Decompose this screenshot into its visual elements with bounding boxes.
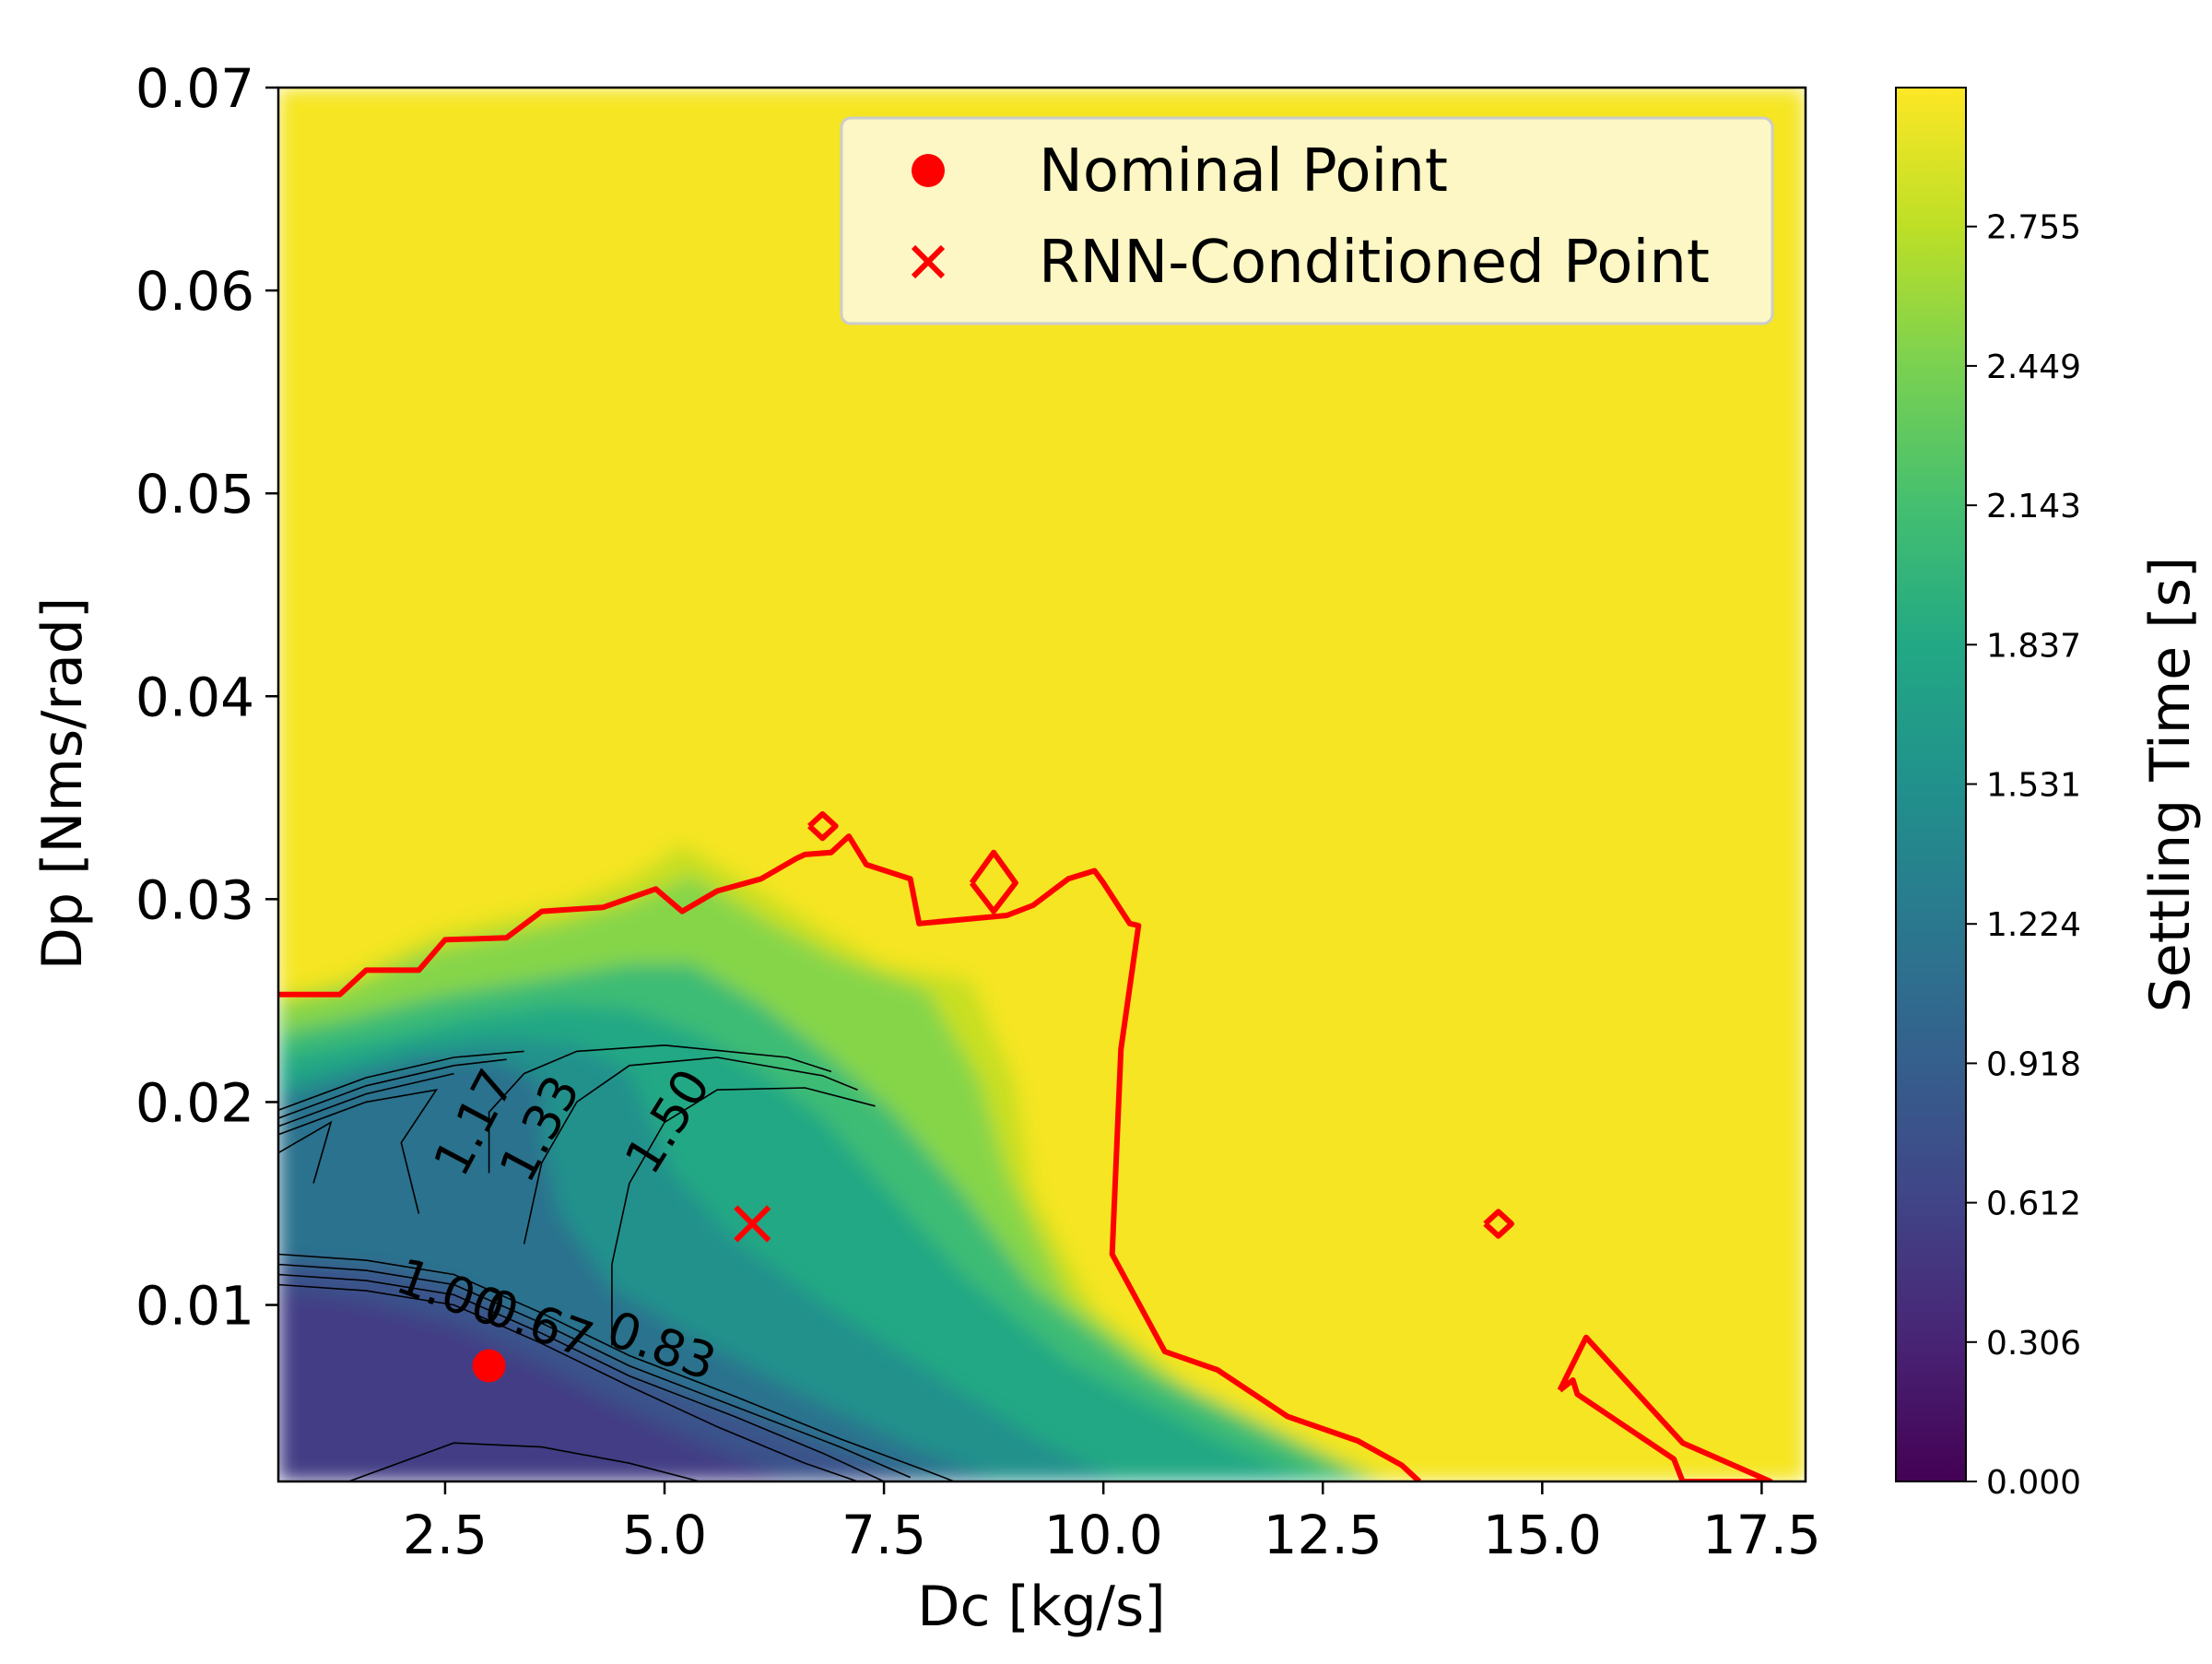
colorbar-tick-label: 0.918 <box>1986 1045 2081 1083</box>
legend-nominal-marker <box>912 154 945 187</box>
colorbar-tick-label: 2.449 <box>1986 348 2081 386</box>
data-markers <box>472 1205 771 1383</box>
boundary-curve-3 <box>1483 1209 1514 1239</box>
legend-box <box>840 116 1774 325</box>
colorbar-label: Settling Time [s] <box>2138 557 2203 1013</box>
legend-rnn-marker <box>911 244 946 279</box>
y-tick-label: 0.07 <box>135 57 254 120</box>
plot-frame <box>276 86 1807 1483</box>
y-tick-label: 0.05 <box>135 463 254 525</box>
contour-line-6 <box>523 1056 858 1245</box>
contour-lines <box>278 1044 955 1481</box>
contour-line-8 <box>278 1253 955 1481</box>
colorbar-tick-label: 0.000 <box>1986 1464 2081 1502</box>
x-tick-label: 5.0 <box>622 1504 707 1566</box>
colorbar-gradient <box>1896 88 1966 1481</box>
contour-line-1 <box>278 1058 507 1119</box>
x-axis-ticks: 2.5 5.0 7.5 10.0 12.5 15.0 17.5 <box>403 1481 1821 1566</box>
filled-contour-regions <box>278 88 1806 1481</box>
x-tick-label: 12.5 <box>1264 1504 1382 1566</box>
contour-line-11 <box>278 1283 858 1481</box>
legend-nominal-label: Nominal Point <box>1039 137 1448 206</box>
legend-rnn-label: RNN-Conditioned Point <box>1039 229 1710 297</box>
contour-line-7 <box>611 1087 876 1346</box>
contour-line-5 <box>488 1044 832 1174</box>
y-tick-label: 0.02 <box>135 1071 254 1134</box>
y-tick-label: 0.03 <box>135 868 254 931</box>
settling-boundary-curves <box>278 810 1773 1481</box>
contour-line-0 <box>278 1050 524 1111</box>
y-tick-label: 0.06 <box>135 260 254 323</box>
contour-line-10 <box>278 1273 885 1481</box>
x-tick-label: 15.0 <box>1483 1504 1602 1566</box>
x-tick-label: 2.5 <box>403 1504 488 1566</box>
y-axis-ticks: 0.01 0.02 0.03 0.04 0.05 0.06 0.07 <box>135 57 278 1338</box>
boundary-curve-4 <box>1557 1334 1773 1481</box>
plot-area <box>278 88 1806 1481</box>
x-tick-label: 17.5 <box>1702 1504 1821 1566</box>
boundary-curve-1 <box>807 810 839 842</box>
contour-line-12 <box>347 1442 700 1481</box>
y-axis-label: Dp [Nms/rad] <box>30 597 95 971</box>
colorbar-tick-label: 0.612 <box>1986 1186 2081 1223</box>
y-tick-label: 0.04 <box>135 666 254 728</box>
contour-line-3 <box>278 1089 439 1214</box>
colorbar-tick-label: 1.531 <box>1986 767 2081 805</box>
x-axis-label: Dc [kg/s] <box>917 1575 1165 1639</box>
contour-region-8 <box>278 1288 796 1481</box>
x-tick-label: 10.0 <box>1044 1504 1163 1566</box>
colorbar-ticks: 0.000 0.306 0.612 0.918 1.224 1.531 1.837 2.143… <box>1966 209 2081 1502</box>
boundary-curve-0 <box>278 833 1422 1481</box>
x-tick-label: 7.5 <box>841 1504 926 1566</box>
nominal-point-marker <box>472 1349 506 1383</box>
colorbar-tick-label: 1.837 <box>1986 627 2081 665</box>
colorbar-tick-label: 2.755 <box>1986 209 2081 247</box>
rnn-conditioned-point-marker <box>734 1205 771 1243</box>
y-tick-label: 0.01 <box>135 1275 254 1338</box>
colorbar: 0.000 0.306 0.612 0.918 1.224 1.531 1.837 2.143… <box>1895 87 2203 1502</box>
contour-line-9 <box>278 1263 912 1479</box>
boundary-curve-2 <box>969 849 1018 915</box>
contour-line-4 <box>278 1120 333 1184</box>
legend: Nominal Point RNN-Conditioned Point <box>840 116 1774 325</box>
colorbar-tick-label: 2.143 <box>1986 488 2081 525</box>
colorbar-tick-label: 0.306 <box>1986 1325 2081 1363</box>
colorbar-tick-label: 1.224 <box>1986 906 2081 944</box>
contour-line-2 <box>278 1072 454 1127</box>
